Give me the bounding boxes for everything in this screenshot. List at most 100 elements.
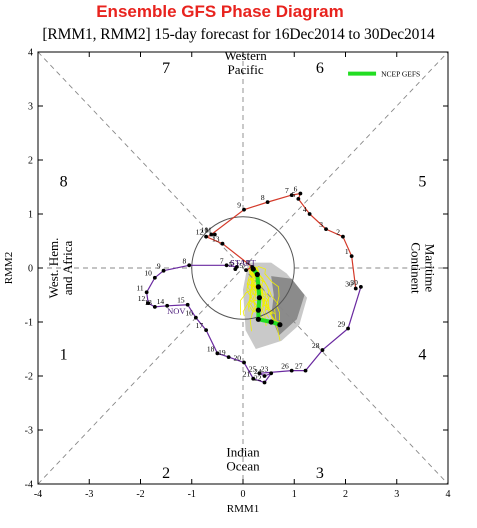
observed-point xyxy=(298,191,303,196)
x-tick-label: 0 xyxy=(241,489,246,500)
day-label: 18 xyxy=(207,344,215,353)
ensemble-mean-point xyxy=(254,271,260,278)
observed-point xyxy=(193,315,198,320)
ensemble-mean-point xyxy=(256,295,262,301)
day-label: 5 xyxy=(292,190,296,199)
ensemble-member-line xyxy=(257,266,280,321)
ensemble-member-line xyxy=(240,269,254,316)
day-label: 22 xyxy=(254,373,262,382)
day-label: 7 xyxy=(220,256,224,265)
day-label: 14 xyxy=(242,258,250,267)
x-tick-label: 2 xyxy=(343,489,348,500)
day-label: 12 xyxy=(138,294,146,303)
observed-point xyxy=(161,268,166,273)
day-label: 14 xyxy=(157,297,165,306)
guide-diagonal xyxy=(37,51,449,485)
observed-point xyxy=(269,371,274,376)
region-label-line: West. Hem. xyxy=(46,238,61,299)
x-axis-label: RMM1 xyxy=(227,503,259,515)
ensemble-mean-point xyxy=(250,266,256,272)
annotation-label: NOV xyxy=(167,306,186,316)
ensemble-mean-point xyxy=(255,307,261,313)
observed-point xyxy=(251,376,256,381)
observed-point xyxy=(303,368,308,373)
ensemble-member-line xyxy=(249,266,275,315)
day-label: 2 xyxy=(336,228,340,237)
day-label: 13 xyxy=(144,298,152,307)
day-label: 30 xyxy=(345,280,353,289)
observed-point xyxy=(324,227,328,232)
day-label: 26 xyxy=(281,362,289,371)
chart-subtitle: [RMM1, RMM2] 15-day forecast for 16Dec20… xyxy=(42,26,435,43)
day-label: 10 xyxy=(144,269,152,278)
phase-label: 6 xyxy=(316,60,324,77)
observed-point xyxy=(307,212,312,216)
day-label: 9 xyxy=(237,201,241,210)
observed-point xyxy=(209,232,214,237)
observed-point xyxy=(262,374,267,378)
day-label: 8 xyxy=(261,193,265,202)
observed-point xyxy=(353,286,358,291)
observed-point xyxy=(244,268,248,273)
day-label: 20 xyxy=(234,354,242,363)
observed-point xyxy=(152,304,157,309)
observed-point xyxy=(257,371,262,376)
observed-point xyxy=(289,368,294,373)
day-label: 28 xyxy=(312,341,320,350)
day-label: 6 xyxy=(294,184,298,193)
phase-label: 3 xyxy=(316,465,324,482)
y-tick-label: 0 xyxy=(28,264,33,275)
y-tick-label: -2 xyxy=(25,372,33,383)
observed-point xyxy=(226,355,231,359)
y-tick-label: -1 xyxy=(25,318,33,329)
observed-point xyxy=(234,265,239,269)
day-label: 19 xyxy=(218,348,226,357)
day-label: 25 xyxy=(249,364,257,373)
day-label: 11 xyxy=(136,283,143,292)
legend-label: NCEP GEFS xyxy=(381,70,420,79)
x-tick-label: 1 xyxy=(292,489,297,500)
observed-point xyxy=(220,241,225,246)
day-label: 21 xyxy=(243,370,251,379)
observed-point xyxy=(215,351,220,356)
day-label: 17 xyxy=(196,321,204,330)
observed-point xyxy=(212,232,217,237)
phase-label: 8 xyxy=(60,174,68,191)
observed-point xyxy=(296,196,301,201)
unit-circle xyxy=(191,216,295,320)
day-label: 3 xyxy=(319,220,323,229)
region-label-line: Pacific xyxy=(228,62,264,77)
region-label-line: Ocean xyxy=(226,459,260,474)
region-label-line: and Africa xyxy=(60,241,75,296)
observed-point xyxy=(242,207,246,212)
observed-point xyxy=(349,254,354,259)
observed-point xyxy=(262,380,267,385)
day-label: 24 xyxy=(254,367,262,376)
observed-point xyxy=(152,275,157,280)
phase-guides-layer xyxy=(37,51,449,485)
day-label: 6 xyxy=(230,258,234,267)
day-label: 5 xyxy=(229,260,233,269)
y-tick-label: -4 xyxy=(25,480,33,491)
day-label: 27 xyxy=(295,362,303,371)
ensemble-mean-point xyxy=(255,316,261,322)
ensemble-spread xyxy=(271,276,305,336)
observed-point xyxy=(358,285,363,289)
y-tick-label: -3 xyxy=(25,426,33,437)
day-label: 15 xyxy=(177,296,185,305)
observed-point xyxy=(185,302,190,307)
observed-series-line xyxy=(204,192,357,289)
region-label-line: Indian xyxy=(226,445,260,460)
observed-point xyxy=(187,263,192,268)
y-tick-label: 2 xyxy=(28,156,33,167)
ensemble-member-line xyxy=(252,269,281,324)
observed-point xyxy=(204,328,209,332)
region-label-line: Western xyxy=(224,48,267,63)
day-label: 15 xyxy=(236,261,244,270)
phase-label: 1 xyxy=(60,346,68,363)
